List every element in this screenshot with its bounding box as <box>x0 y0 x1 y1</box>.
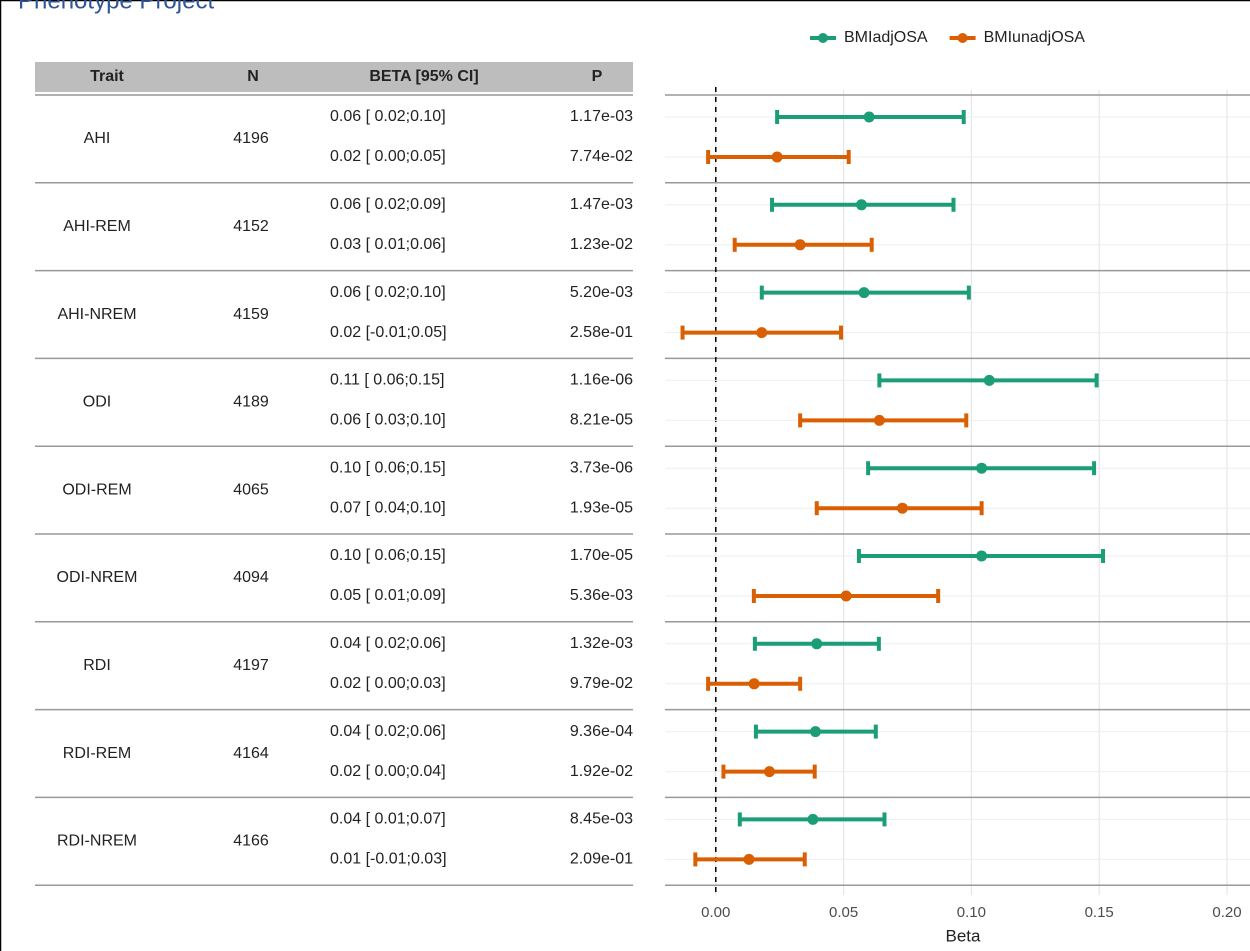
ci-label: 0.02 [ 0.00;0.03] <box>330 675 446 692</box>
n-label: 4065 <box>233 481 269 498</box>
p-label: 8.21e-05 <box>570 412 633 429</box>
point <box>858 287 870 299</box>
point <box>983 374 995 386</box>
legend-label: BMIunadjOSA <box>984 29 1086 46</box>
p-label: 2.58e-01 <box>570 324 633 341</box>
trait-label: ODI-REM <box>62 481 131 498</box>
ci-label: 0.03 [ 0.01;0.06] <box>330 236 446 253</box>
trait-label: AHI-NREM <box>57 306 136 323</box>
x-tick-label: 0.15 <box>1085 904 1114 921</box>
column-header: N <box>247 68 259 85</box>
n-label: 4196 <box>233 130 269 147</box>
p-label: 1.47e-03 <box>570 196 633 213</box>
ci-label: 0.04 [ 0.02;0.06] <box>330 635 446 652</box>
n-label: 4166 <box>233 833 269 850</box>
p-label: 1.93e-05 <box>570 499 633 516</box>
ci-label: 0.02 [-0.01;0.05] <box>330 324 447 341</box>
trait-label: RDI-REM <box>63 745 131 762</box>
x-tick-label: 0.05 <box>829 904 858 921</box>
n-label: 4159 <box>233 306 269 323</box>
ci-label: 0.01 [-0.01;0.03] <box>330 851 447 868</box>
point <box>809 726 821 738</box>
table-header-bg <box>35 62 633 92</box>
legend-label: BMIadjOSA <box>844 29 928 46</box>
p-label: 3.73e-06 <box>570 459 633 476</box>
trait-label: AHI-REM <box>63 218 131 235</box>
p-label: 8.45e-03 <box>570 811 633 828</box>
point <box>771 151 783 163</box>
point <box>873 414 885 426</box>
point <box>896 502 908 514</box>
n-label: 4197 <box>233 657 269 674</box>
point <box>794 239 806 251</box>
x-tick-label: 0.00 <box>701 904 730 921</box>
ci-label: 0.10 [ 0.06;0.15] <box>330 547 446 564</box>
ci-label: 0.04 [ 0.02;0.06] <box>330 723 446 740</box>
x-tick-label: 0.10 <box>957 904 986 921</box>
p-label: 1.23e-02 <box>570 236 633 253</box>
point <box>840 590 852 602</box>
p-label: 9.79e-02 <box>570 675 633 692</box>
n-label: 4164 <box>233 745 269 762</box>
ci-label: 0.06 [ 0.03;0.10] <box>330 412 446 429</box>
ci-label: 0.02 [ 0.00;0.05] <box>330 148 446 165</box>
p-label: 1.32e-03 <box>570 635 633 652</box>
ci-label: 0.02 [ 0.00;0.04] <box>330 763 446 780</box>
p-label: 1.70e-05 <box>570 547 633 564</box>
x-tick-label: 0.20 <box>1212 904 1241 921</box>
column-header: Trait <box>90 68 124 85</box>
p-label: 7.74e-02 <box>570 148 633 165</box>
p-label: 1.16e-06 <box>570 372 633 389</box>
ci-label: 0.06 [ 0.02;0.10] <box>330 108 446 125</box>
p-label: 5.20e-03 <box>570 284 633 301</box>
n-label: 4189 <box>233 394 269 411</box>
trait-label: RDI-NREM <box>57 833 137 850</box>
point <box>763 766 775 778</box>
ci-label: 0.06 [ 0.02;0.09] <box>330 196 446 213</box>
n-label: 4152 <box>233 218 269 235</box>
ci-label: 0.11 [ 0.06;0.15] <box>330 372 444 389</box>
ci-label: 0.05 [ 0.01;0.09] <box>330 587 446 604</box>
column-header: P <box>592 68 603 85</box>
point <box>976 550 988 562</box>
trait-label: AHI <box>84 130 111 147</box>
p-label: 5.36e-03 <box>570 587 633 604</box>
point <box>807 813 819 825</box>
point <box>748 678 760 690</box>
ci-label: 0.10 [ 0.06;0.15] <box>330 459 446 476</box>
page-title: Phenotype Project <box>18 0 214 14</box>
ci-label: 0.06 [ 0.02;0.10] <box>330 284 446 301</box>
column-header: BETA [95% CI] <box>369 68 478 85</box>
trait-label: RDI <box>83 657 111 674</box>
ci-label: 0.04 [ 0.01;0.07] <box>330 811 446 828</box>
point <box>756 327 768 339</box>
point <box>743 853 755 865</box>
legend-dot <box>957 33 968 43</box>
legend-dot <box>818 33 828 43</box>
p-label: 1.17e-03 <box>570 108 633 125</box>
p-label: 9.36e-04 <box>570 723 633 740</box>
point <box>976 462 988 474</box>
point <box>863 111 875 123</box>
p-label: 1.92e-02 <box>570 763 633 780</box>
n-label: 4094 <box>233 569 269 586</box>
p-label: 2.09e-01 <box>570 851 633 868</box>
trait-label: ODI-NREM <box>57 569 138 586</box>
point <box>855 199 867 211</box>
ci-label: 0.07 [ 0.04;0.10] <box>330 499 446 516</box>
x-axis-label: Beta <box>946 926 982 945</box>
point <box>811 638 823 650</box>
trait-label: ODI <box>83 394 111 411</box>
